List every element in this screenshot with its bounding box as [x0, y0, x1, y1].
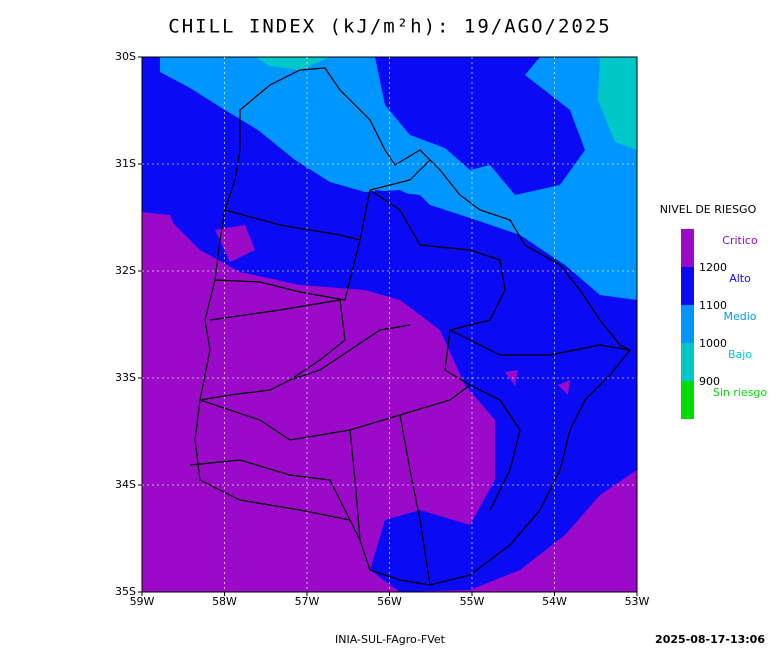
legend-swatch: [681, 305, 694, 343]
legend-threshold: 900: [699, 375, 720, 388]
lon-label: 58W: [212, 595, 237, 608]
legend-swatch: [681, 381, 694, 419]
map-title: CHILL INDEX (kJ/m²h): 19/AGO/2025: [168, 16, 612, 38]
lon-label: 53W: [625, 595, 650, 608]
footer-timestamp: 2025-08-17-13:06: [655, 633, 765, 646]
footer-source: INIA-SUL-FAgro-FVet: [335, 633, 446, 646]
lon-label: 57W: [295, 595, 320, 608]
legend-swatch: [681, 267, 694, 305]
lat-label: 30S: [115, 50, 136, 63]
borders: [189, 67, 631, 586]
lat-label: 35S: [115, 585, 136, 598]
lon-label: 56W: [377, 595, 402, 608]
lon-label: 55W: [460, 595, 485, 608]
lat-label: 33S: [115, 371, 136, 384]
lon-label: 54W: [542, 595, 567, 608]
legend-title: NIVEL DE RIESGO: [660, 203, 757, 216]
legend-label: Critico: [722, 234, 758, 247]
legend-label: Alto: [729, 272, 751, 285]
legend-threshold: 1000: [699, 337, 727, 350]
legend-swatch: [681, 343, 694, 381]
legend-swatch: [681, 229, 694, 267]
lat-label: 34S: [115, 478, 136, 491]
lat-label: 31S: [115, 157, 136, 170]
legend-label: Medio: [723, 310, 756, 323]
legend-threshold: 1200: [699, 261, 727, 274]
lon-label: 59W: [130, 595, 155, 608]
legend-threshold: 1100: [699, 299, 727, 312]
legend-label: Bajo: [728, 348, 752, 361]
lat-label: 32S: [115, 264, 136, 277]
legend-label: Sin riesgo: [713, 386, 768, 399]
